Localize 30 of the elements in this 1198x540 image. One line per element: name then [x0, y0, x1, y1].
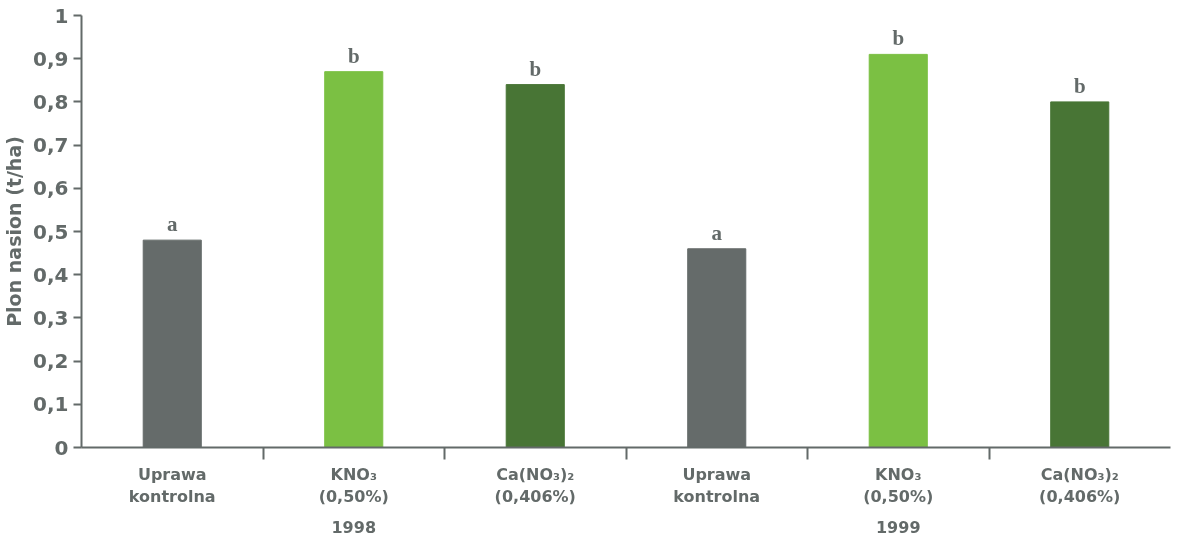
data-label: b — [529, 56, 542, 81]
x-tick-label: KNO₃ (0,50%) — [318, 464, 389, 507]
y-tick-label: 0,7 — [33, 133, 69, 158]
text: 1999 — [875, 517, 921, 537]
x-tick-label: Ca(NO₃)₂ (0,406%) — [494, 464, 576, 507]
y-axis-title: Plon nasion (t/ha) — [3, 136, 26, 327]
y-tick-label: 0 — [54, 435, 69, 460]
bar — [868, 53, 928, 448]
text: 1998 — [331, 517, 377, 537]
bar — [505, 84, 565, 448]
data-label: b — [892, 26, 905, 51]
y-tick-label: 0,4 — [33, 262, 69, 287]
y-tick-label: 0,5 — [33, 219, 69, 244]
x-tick-label: KNO₃ (0,50%) — [863, 464, 934, 507]
bar — [1050, 101, 1110, 448]
data-label: b — [347, 43, 360, 68]
y-tick-label: 0,6 — [33, 176, 69, 201]
data-label: a — [711, 220, 723, 245]
x-tick-label: Uprawa kontrolna — [673, 464, 761, 507]
y-tick-label: 0,9 — [33, 46, 69, 71]
y-tick-label: 0,8 — [33, 89, 69, 114]
x-tick-label: Uprawa kontrolna — [128, 464, 216, 507]
y-tick-label: 0,3 — [33, 305, 69, 330]
data-label: a — [167, 212, 178, 237]
data-label: b — [1073, 73, 1086, 98]
y-tick-label: 0,1 — [33, 392, 69, 417]
bar — [324, 71, 384, 448]
y-tick-label: 1 — [54, 3, 69, 28]
y-tick-label: 0,2 — [33, 349, 69, 374]
x-tick-label: Ca(NO₃)₂ (0,406%) — [1039, 464, 1121, 507]
